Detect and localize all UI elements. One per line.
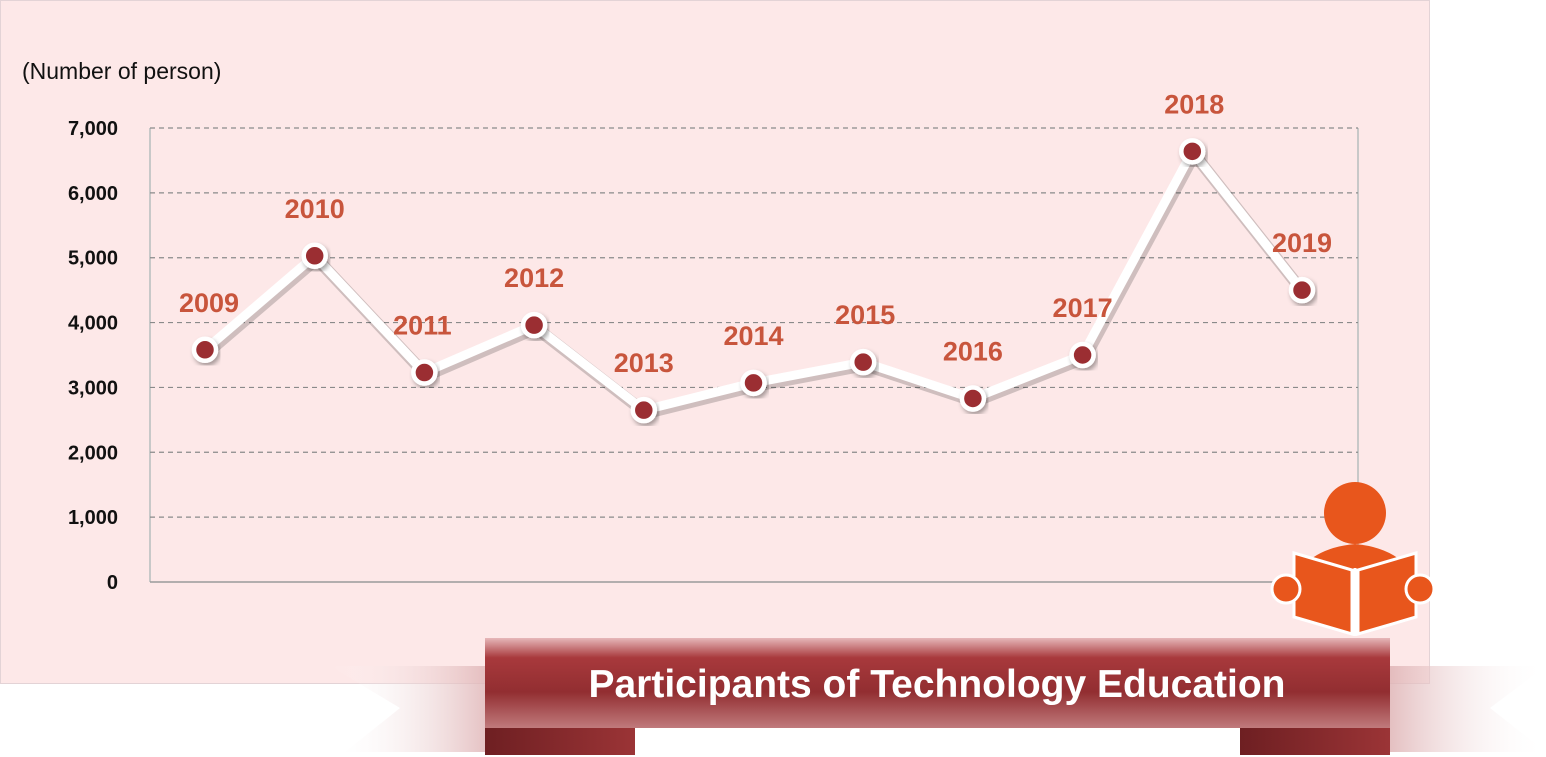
y-tick-label: 4,000 xyxy=(68,313,118,335)
title-ribbon: Participants of Technology Education xyxy=(330,638,1546,755)
chart-panel xyxy=(0,0,1430,684)
category-label: 2015 xyxy=(835,300,895,330)
ribbon-fold-right xyxy=(1240,725,1390,755)
ribbon-tail-left xyxy=(330,666,520,752)
data-point xyxy=(411,359,438,386)
data-point xyxy=(520,311,548,339)
y-tick-label: 7,000 xyxy=(68,118,118,140)
data-point xyxy=(1179,138,1206,165)
data-point xyxy=(1288,276,1316,304)
category-label: 2009 xyxy=(179,288,239,318)
y-tick-label: 5,000 xyxy=(68,248,118,270)
data-point xyxy=(1069,341,1096,369)
y-tick-label: 3,000 xyxy=(68,377,118,399)
ribbon-band xyxy=(485,638,1390,728)
data-point xyxy=(959,385,987,412)
ribbon-tail-right xyxy=(1360,666,1546,752)
category-label: 2019 xyxy=(1272,228,1332,258)
data-point xyxy=(849,348,877,376)
category-label: 2016 xyxy=(943,336,1003,366)
y-tick-label: 2,000 xyxy=(68,442,118,464)
y-tick-label: 6,000 xyxy=(68,183,118,205)
ribbon-fold-left xyxy=(485,725,635,755)
data-point xyxy=(740,369,767,397)
category-label: 2018 xyxy=(1164,89,1224,119)
category-label: 2013 xyxy=(614,348,674,378)
reading-person-icon xyxy=(1270,482,1436,637)
data-point xyxy=(301,242,328,270)
data-point xyxy=(191,336,219,364)
y-tick-label: 0 xyxy=(107,572,118,594)
category-label: 2010 xyxy=(285,194,345,224)
chart-title: Participants of Technology Education xyxy=(588,663,1285,706)
category-label: 2014 xyxy=(723,321,783,351)
y-axis-unit-label: (Number of person) xyxy=(22,58,222,84)
y-tick-label: 1,000 xyxy=(68,507,118,529)
category-label: 2017 xyxy=(1053,293,1113,323)
category-label: 2011 xyxy=(393,311,452,341)
data-point xyxy=(630,396,658,424)
category-label: 2012 xyxy=(504,263,564,293)
